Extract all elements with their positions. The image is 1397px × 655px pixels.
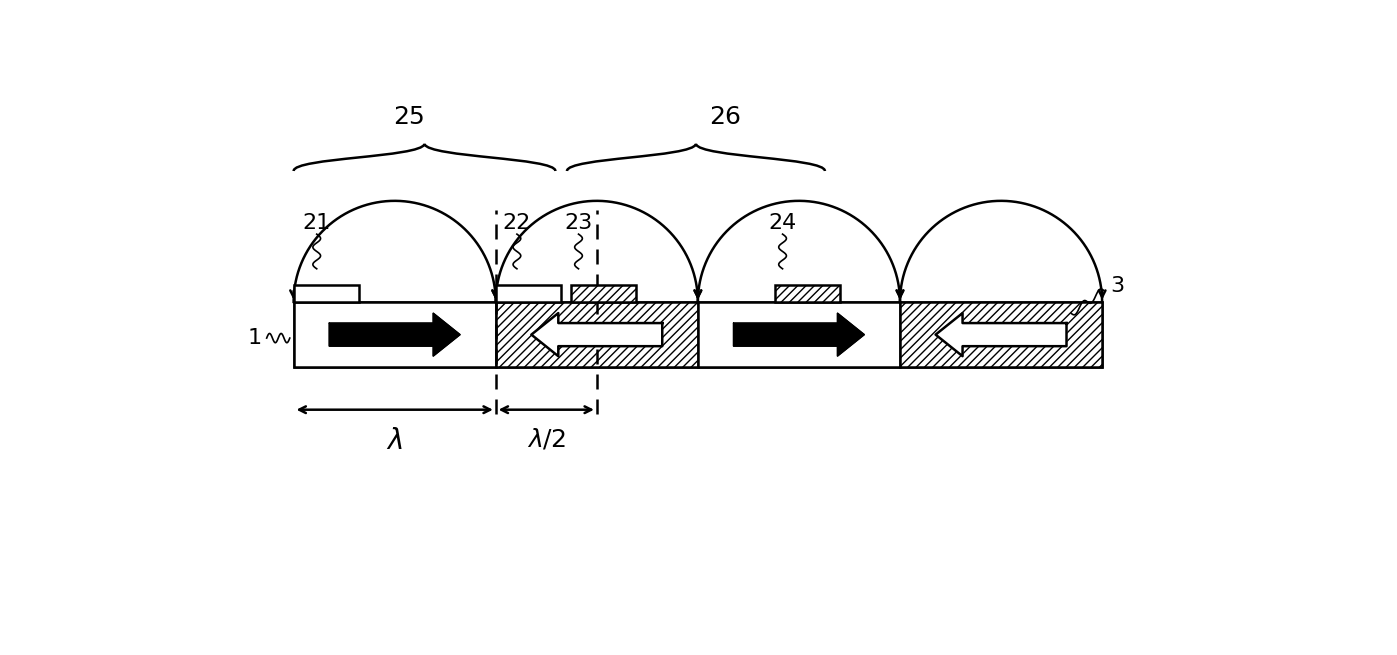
Polygon shape: [733, 313, 865, 356]
Text: 26: 26: [708, 105, 740, 128]
Bar: [900, 302, 1102, 367]
Bar: [496, 302, 698, 367]
Polygon shape: [330, 313, 460, 356]
Bar: [293, 302, 1102, 367]
Text: 3: 3: [1109, 276, 1125, 297]
Bar: [571, 285, 636, 302]
Text: $\lambda$: $\lambda$: [386, 426, 402, 455]
Text: 23: 23: [564, 213, 592, 233]
Text: 21: 21: [303, 213, 331, 233]
Bar: [293, 285, 359, 302]
Text: $\lambda/2$: $\lambda/2$: [527, 426, 566, 452]
Polygon shape: [936, 313, 1066, 356]
Bar: [496, 285, 562, 302]
Bar: [293, 302, 496, 367]
Bar: [775, 285, 841, 302]
Polygon shape: [531, 313, 662, 356]
Text: 24: 24: [768, 213, 796, 233]
Text: 22: 22: [503, 213, 531, 233]
Bar: [698, 302, 900, 367]
Text: 25: 25: [393, 105, 425, 128]
Text: 1: 1: [249, 328, 263, 348]
